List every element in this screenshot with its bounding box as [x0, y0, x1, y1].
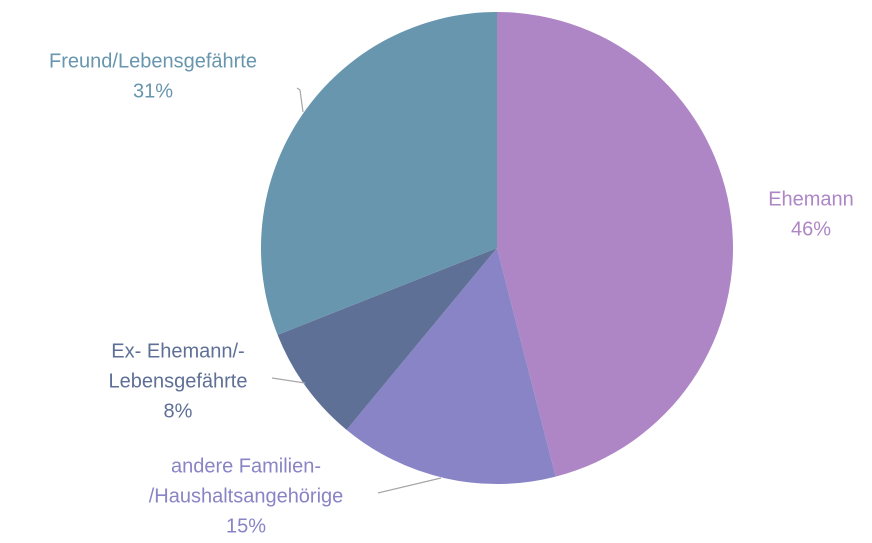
slice-value-label: 15% [226, 515, 266, 537]
slice-label: /Haushaltsangehörige [149, 485, 344, 507]
slice-value-label: 8% [164, 400, 193, 422]
pie-slice [277, 248, 497, 430]
pie-slice [346, 248, 556, 485]
pie-slice [497, 12, 734, 477]
leader-line [296, 87, 304, 113]
slice-label: Lebensgefährte [108, 370, 247, 392]
labels: Ehemann 46% andere Familien- /Haushaltsange… [49, 50, 854, 537]
slice-label: Ehemann [768, 188, 854, 210]
leader-line [377, 477, 442, 494]
slice-value-label: 31% [133, 80, 173, 102]
leader-line [271, 377, 306, 384]
slice-label: Freund/Lebensgefährte [49, 50, 257, 72]
pie-slice [261, 12, 497, 335]
slice-value-label: 46% [791, 218, 831, 240]
slice-label: Ex- Ehemann/- [111, 340, 244, 362]
slice-label: andere Familien- [171, 455, 321, 477]
